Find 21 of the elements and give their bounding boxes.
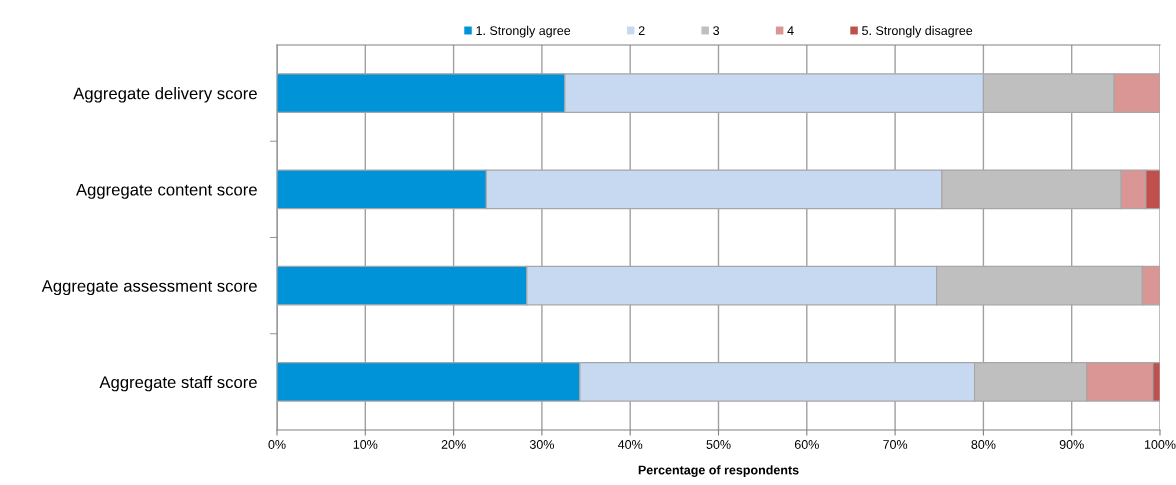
legend-label: 1. Strongly agree: [476, 25, 571, 38]
x-axis-title: Percentage of respondents: [638, 465, 799, 477]
y-tick-label: Aggregate delivery score: [73, 87, 257, 103]
x-tick-label: 50%: [706, 440, 731, 449]
y-tick-label: Aggregate staff score: [99, 375, 257, 392]
x-tick-label: 40%: [617, 440, 643, 449]
legend-label: 3: [713, 26, 720, 36]
x-tick-label: 10%: [353, 440, 378, 449]
x-tick-label: 90%: [1059, 440, 1084, 449]
y-tick-label: Aggregate content score: [76, 183, 257, 199]
x-tick-label: 70%: [883, 440, 908, 449]
legend-label: 5. Strongly disagree: [862, 25, 973, 38]
legend-label: 2: [638, 26, 645, 35]
y-tick-label: Aggregate assessment score: [41, 280, 257, 296]
x-tick-label: 60%: [794, 440, 819, 449]
x-tick-label: 30%: [529, 440, 554, 449]
x-tick-label: 0%: [268, 440, 286, 449]
x-tick-label: 20%: [441, 440, 466, 449]
x-tick-label: 80%: [971, 440, 996, 449]
legend-label: 4: [787, 26, 794, 35]
x-tick-label: 100%: [1144, 440, 1176, 449]
